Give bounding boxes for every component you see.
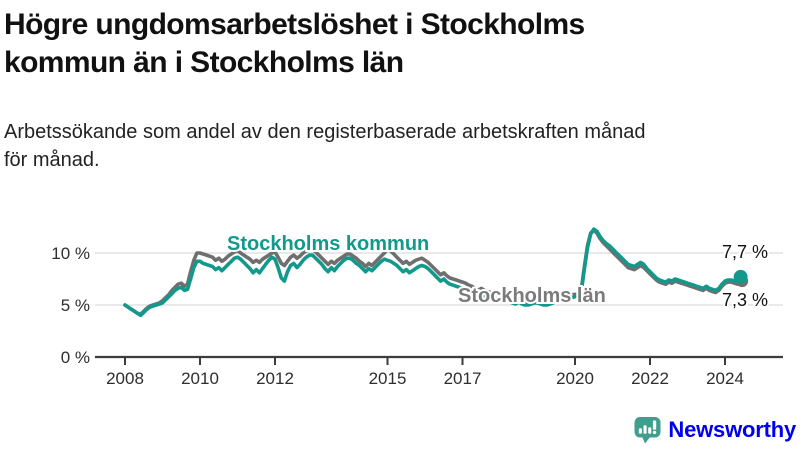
newsworthy-wordmark: Newsworthy <box>668 417 796 442</box>
y-tick-label: 10 % <box>51 244 90 263</box>
x-tick-label: 2024 <box>706 369 744 388</box>
line-chart: 0 % 5 % 10 % 2008 2010 2012 2015 2017 2020 2022 20… <box>51 227 783 388</box>
y-tick-label: 0 % <box>61 348 90 367</box>
x-tick-label: 2022 <box>631 369 669 388</box>
y-tick-label: 5 % <box>61 296 90 315</box>
end-value-label-kommun: 7,7 % <box>722 242 768 262</box>
series-line-stockholms-l-n <box>123 228 743 317</box>
series-label-stockholms-lan: Stockholms län <box>458 285 606 307</box>
x-tick-label: 2020 <box>556 369 594 388</box>
newsworthy-logo[interactable]: Newsworthy <box>634 416 796 444</box>
x-tick-label: 2015 <box>369 369 407 388</box>
chart-subtitle: Arbetssökande som andel av den registerb… <box>4 121 646 172</box>
chart-plot-area: 0 % 5 % 10 % 2008 2010 2012 2015 2017 2020 2022 20… <box>51 227 783 388</box>
chart-title: Högre ungdomsarbetslöshet i Stockholms k… <box>4 8 585 80</box>
x-tick-label: 2010 <box>181 369 219 388</box>
newsworthy-icon <box>634 417 661 444</box>
end-value-label-lan: 7,3 % <box>722 290 768 310</box>
series-end-dot-stockholms-kommun <box>733 269 748 284</box>
x-tick-label: 2012 <box>256 369 294 388</box>
series-label-stockholms-kommun: Stockholms kommun <box>227 233 429 255</box>
x-tick-label: 2017 <box>444 369 482 388</box>
series-line-stockholms-kommun <box>123 227 743 318</box>
x-tick-label: 2008 <box>106 369 144 388</box>
